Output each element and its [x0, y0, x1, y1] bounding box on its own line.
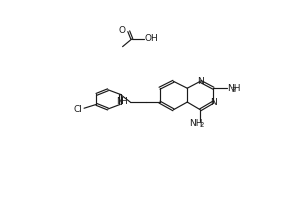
Text: 2: 2: [231, 87, 236, 93]
Text: N: N: [197, 77, 204, 86]
Text: N: N: [116, 97, 123, 106]
Text: Cl: Cl: [74, 105, 83, 114]
Text: OH: OH: [145, 34, 159, 43]
Text: H: H: [121, 97, 127, 106]
Text: NH: NH: [189, 119, 202, 128]
Text: O: O: [119, 26, 126, 35]
Text: 2: 2: [200, 122, 204, 128]
Text: N: N: [210, 98, 217, 107]
Text: NH: NH: [227, 84, 241, 93]
